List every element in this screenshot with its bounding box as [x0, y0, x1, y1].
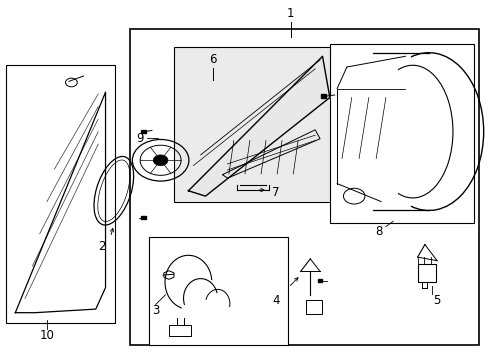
Text: 10: 10: [40, 329, 54, 342]
Bar: [417, 264, 435, 282]
Text: 6: 6: [209, 53, 216, 66]
Bar: [306, 300, 322, 315]
Bar: [141, 130, 146, 134]
Text: 9: 9: [136, 132, 143, 145]
Bar: [321, 94, 326, 98]
Bar: [149, 237, 288, 345]
Bar: [168, 325, 190, 336]
Text: 2: 2: [98, 240, 105, 253]
Bar: [141, 216, 146, 220]
Text: 7: 7: [272, 186, 279, 199]
Text: 8: 8: [374, 225, 382, 238]
Bar: [329, 44, 473, 223]
Polygon shape: [188, 56, 329, 196]
Text: 4: 4: [272, 294, 279, 307]
Bar: [5, 65, 115, 323]
Bar: [317, 279, 322, 282]
Text: 5: 5: [432, 294, 440, 307]
Text: 3: 3: [152, 305, 159, 318]
Text: 1: 1: [286, 7, 294, 20]
Bar: [173, 47, 346, 202]
Bar: [130, 30, 478, 345]
Circle shape: [153, 155, 167, 166]
